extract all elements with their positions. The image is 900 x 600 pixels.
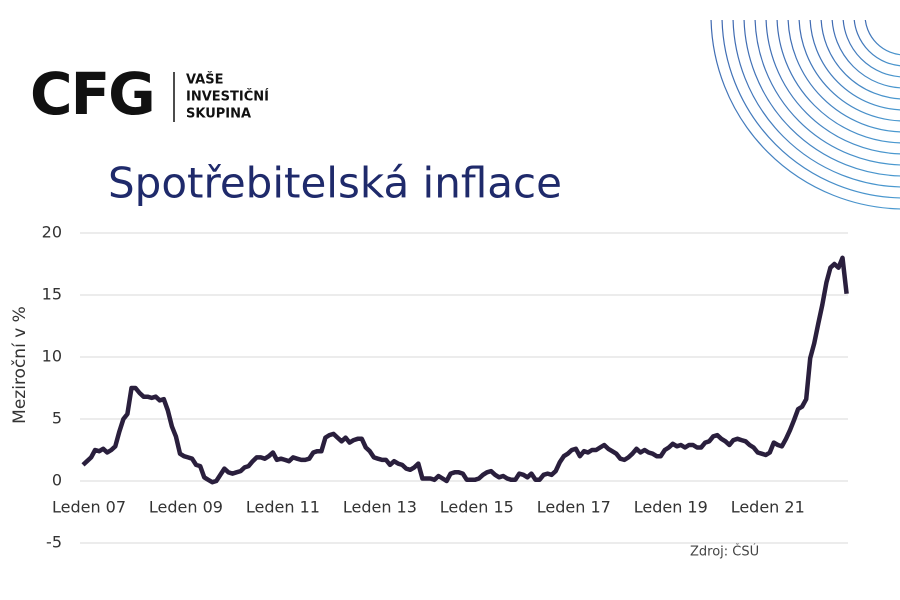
decor-arcs xyxy=(710,20,900,210)
y-tick-label: 15 xyxy=(42,285,62,304)
y-tick-label: 20 xyxy=(42,223,62,242)
y-tick-label: -5 xyxy=(46,533,62,552)
decor-arc xyxy=(809,20,900,111)
x-tick-label: Leden 17 xyxy=(537,498,611,517)
y-tick-label: 10 xyxy=(42,347,62,366)
source: Zdroj: ČSÚ xyxy=(690,544,759,560)
decor-arc xyxy=(864,20,900,56)
decor-arc xyxy=(820,20,900,100)
x-tick-label: Leden 15 xyxy=(440,498,514,517)
logo-mark: CFG xyxy=(30,60,154,128)
y-tick-label: 0 xyxy=(52,471,62,490)
y-tick-label: 5 xyxy=(52,409,62,428)
x-tick-label: Leden 11 xyxy=(246,498,320,517)
logo-text: VAŠE xyxy=(186,72,223,88)
x-tick-label: Leden 21 xyxy=(731,498,805,517)
x-tick-label: Leden 09 xyxy=(149,498,223,517)
x-tick-label: Leden 13 xyxy=(343,498,417,517)
decor-arc xyxy=(776,20,900,144)
x-tick-label: Leden 07 xyxy=(52,498,126,517)
logo-text: INVESTIČNÍ xyxy=(186,89,269,105)
y-axis-label: Meziroční v % xyxy=(10,306,30,424)
logo-text: SKUPINA xyxy=(186,107,251,122)
decor-arc xyxy=(798,20,900,122)
x-tick-label: Leden 19 xyxy=(634,498,708,517)
chart-title: Spotřebitelská inflace xyxy=(108,159,562,208)
decor-arc xyxy=(853,20,900,67)
line xyxy=(81,255,849,485)
